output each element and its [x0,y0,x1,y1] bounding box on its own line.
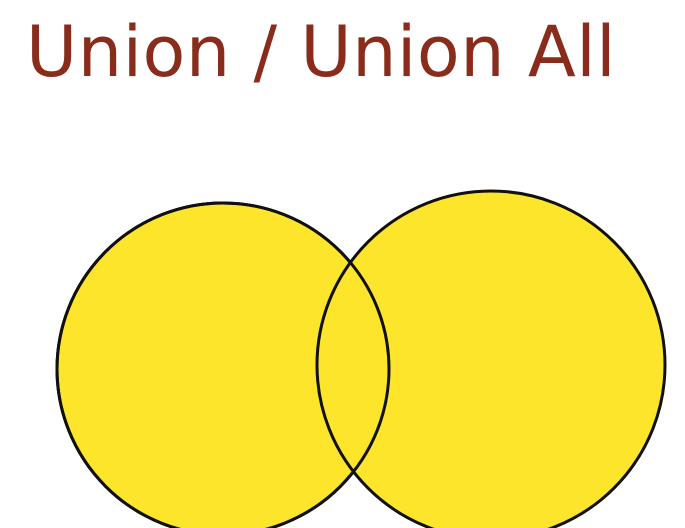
slide-title: Union / Union All [26,11,617,93]
left-set-outline-overlay [55,201,391,528]
right-set-circle [315,189,667,528]
